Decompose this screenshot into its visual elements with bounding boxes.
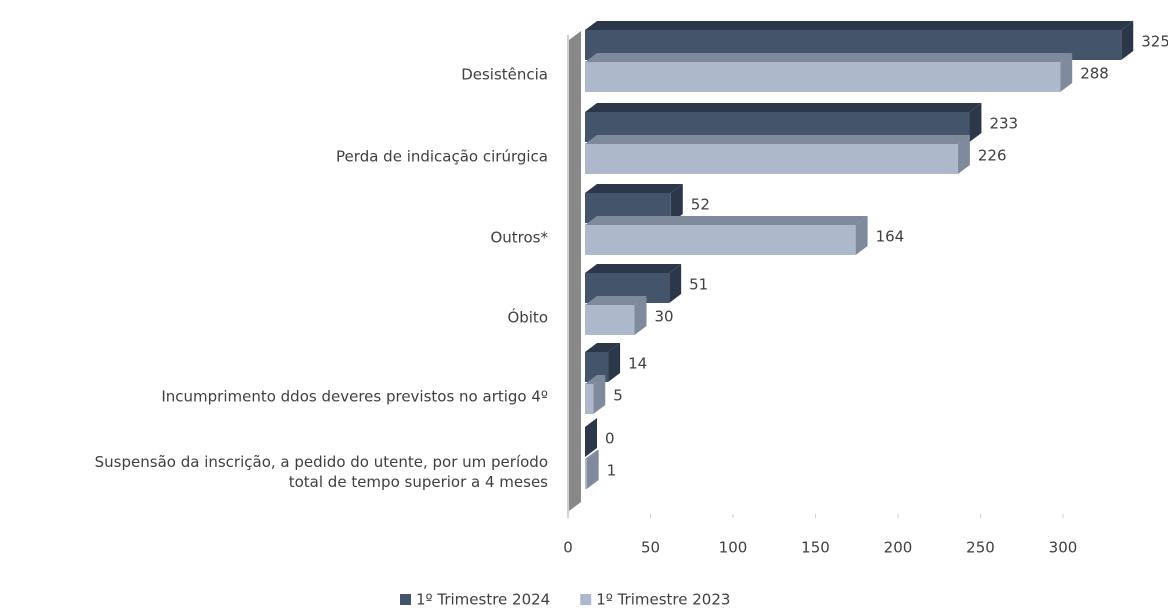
value-label: 226 — [978, 147, 1007, 165]
bar-face — [585, 352, 609, 382]
value-label: 164 — [876, 228, 905, 246]
y-tick-label: Suspensão da inscrição, a pedido do uten… — [95, 453, 549, 491]
bar-face — [670, 184, 683, 223]
bar-face — [585, 459, 587, 489]
bar-face — [585, 21, 1134, 30]
legend-swatch — [400, 594, 411, 605]
value-label: 5 — [613, 387, 623, 405]
bar — [585, 296, 647, 335]
bar — [585, 343, 621, 382]
side-wall — [569, 31, 581, 511]
bar — [585, 135, 970, 174]
bar-face — [585, 62, 1061, 92]
x-tick-label: 0 — [563, 539, 573, 557]
bar-face — [585, 216, 868, 225]
value-label: 30 — [655, 308, 674, 326]
bar-face — [634, 296, 647, 335]
value-label: 52 — [691, 196, 710, 214]
bar-face — [585, 343, 621, 352]
value-label: 288 — [1080, 65, 1109, 83]
bar — [585, 450, 599, 489]
y-tick-label: Outros* — [490, 229, 548, 247]
x-tick-label: 200 — [884, 539, 913, 557]
y-tick-label: Incumprimento ddos deveres previstos no … — [161, 388, 548, 406]
y-tick-label: Perda de indicação cirúrgica — [336, 148, 548, 166]
bar-face — [669, 264, 682, 303]
value-label: 1 — [607, 462, 617, 480]
bar-face — [585, 144, 958, 174]
bar-face — [585, 375, 606, 384]
bar-face — [585, 418, 597, 457]
legend-label: 1º Trimestre 2023 — [596, 591, 730, 609]
bar-face — [585, 184, 683, 193]
bar-face — [585, 225, 856, 255]
bar-face — [585, 305, 635, 335]
bar-face — [969, 103, 982, 142]
y-tick-label: Desistência — [461, 66, 548, 84]
legend-label: 1º Trimestre 2024 — [416, 591, 550, 609]
value-label: 325 — [1141, 33, 1168, 51]
bar-face — [1121, 21, 1134, 60]
value-label: 233 — [989, 115, 1018, 133]
x-tick-label: 150 — [801, 539, 830, 557]
bar-face — [593, 375, 606, 414]
bar-face — [585, 103, 982, 112]
bar-face — [855, 216, 868, 255]
x-tick-label: 250 — [966, 539, 995, 557]
bar-face — [585, 135, 970, 144]
value-label: 0 — [605, 430, 615, 448]
bar-face — [957, 135, 970, 174]
value-label: 14 — [628, 355, 647, 373]
bar-face — [585, 384, 594, 414]
y-tick-label: Óbito — [507, 308, 548, 327]
bar-face — [585, 264, 682, 273]
bar-face — [585, 53, 1073, 62]
bar-face — [585, 450, 599, 459]
bar — [585, 418, 597, 457]
bar-face — [608, 343, 621, 382]
bar-face — [1060, 53, 1073, 92]
x-tick-label: 100 — [719, 539, 748, 557]
bar-face — [585, 296, 647, 305]
bar — [585, 53, 1073, 92]
bar — [585, 216, 868, 255]
bar — [585, 375, 606, 414]
x-tick-label: 50 — [641, 539, 660, 557]
x-tick-label: 300 — [1049, 539, 1078, 557]
bar-face — [586, 450, 599, 489]
legend-swatch — [580, 594, 592, 605]
value-label: 51 — [689, 276, 708, 294]
